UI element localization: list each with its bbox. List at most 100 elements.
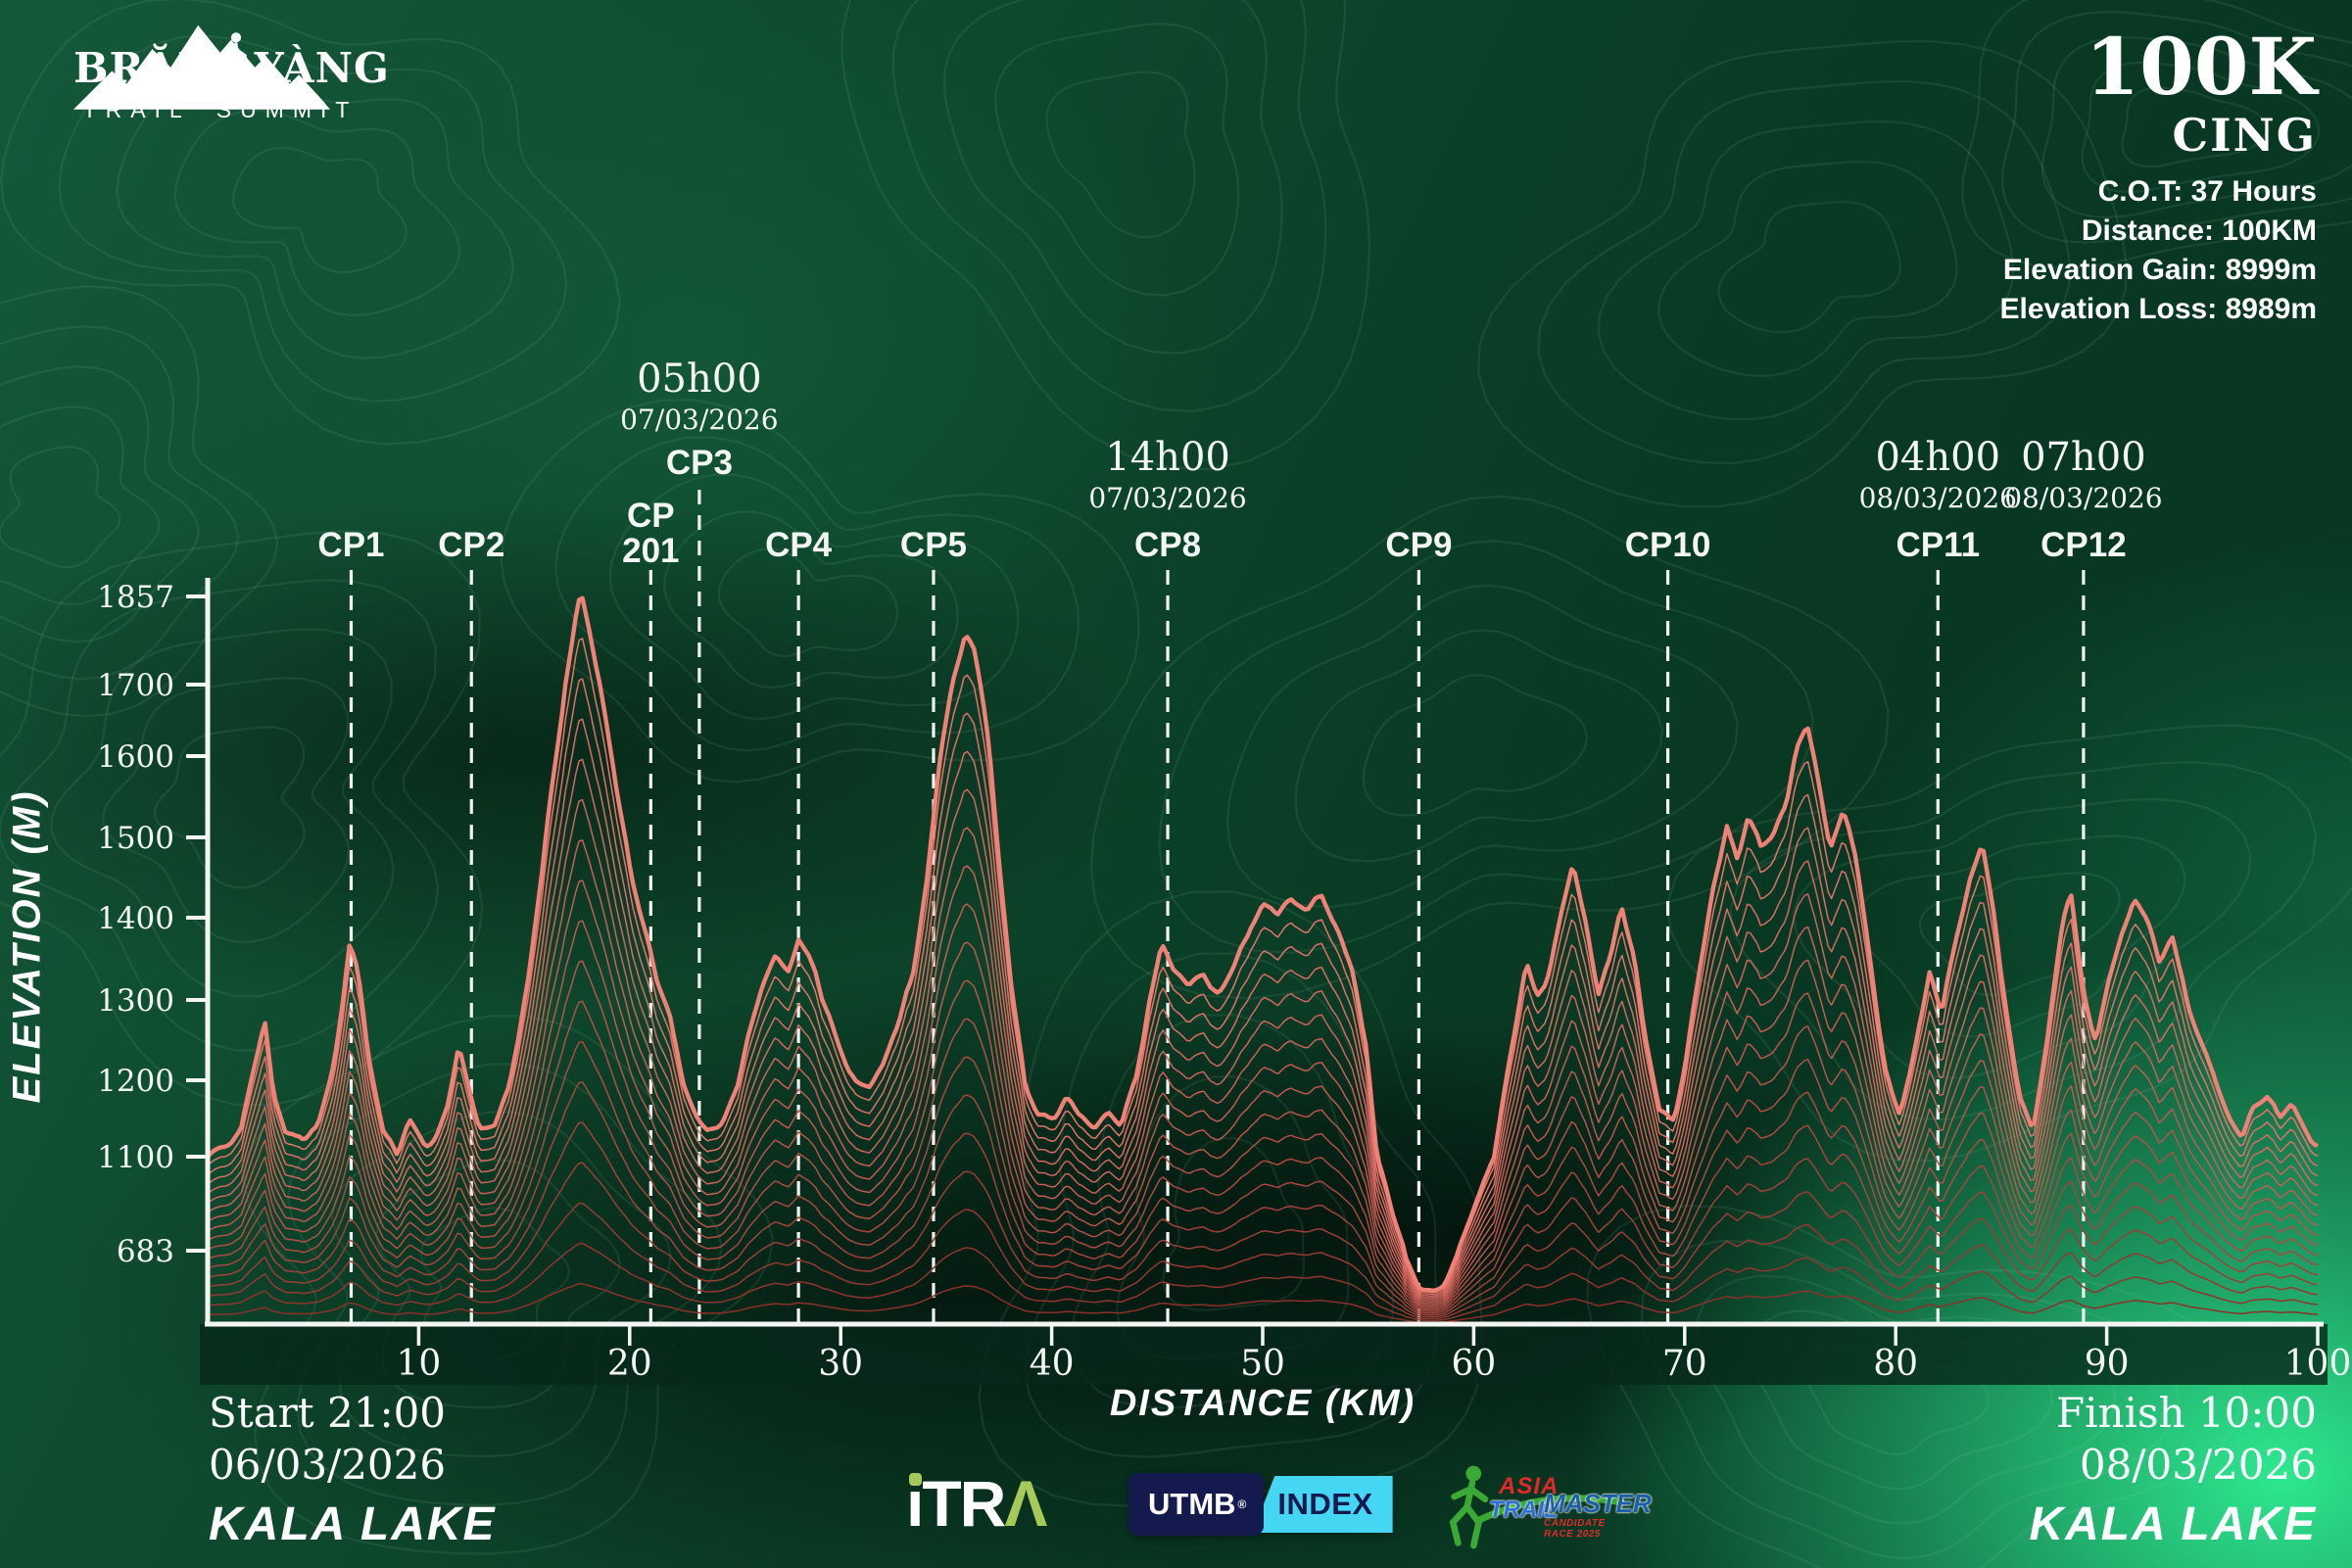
contour-line — [1045, 71, 1196, 239]
event-title: BRĂH YÀNG — [73, 18, 389, 99]
profile-echo-line — [207, 960, 2319, 1308]
profile-echo-line — [207, 879, 2319, 1305]
asia-trail-master-logo: ASIA TRAIL MASTER CANDIDATE RACE 2025 — [1438, 1457, 1652, 1560]
itra-dot-icon — [909, 1473, 922, 1486]
profile-echo-line — [207, 638, 2319, 1294]
x-tick-label: 10 — [396, 1344, 441, 1384]
start-place: KALA LAKE — [209, 1498, 497, 1550]
atm-swoosh-icon — [1477, 1495, 1624, 1524]
y-tick-label: 1200 — [97, 1064, 174, 1099]
y-tick-label: 1400 — [97, 901, 174, 936]
checkpoint-lines — [349, 490, 2086, 1322]
event-title-left: BRĂH — [73, 44, 217, 92]
y-tick-label: 1857 — [97, 580, 174, 615]
checkpoint-date: 07/03/2026 — [1088, 482, 1246, 514]
race-stat-line: Elevation Gain: 8999m — [2002, 254, 2317, 286]
profile-echo-line — [207, 798, 2319, 1302]
atm-master-text: MASTER — [1544, 1489, 1652, 1518]
contour-line — [153, 726, 306, 889]
checkpoint-label: CP10 — [1625, 526, 1711, 564]
contour-line — [331, 1111, 672, 1458]
axes: 683 1100 1200 1300 1400 1500 1600 1700 1857 10 20 3… — [97, 578, 2351, 1384]
contour-line — [608, 473, 1020, 721]
checkpoint-time: 07h00 — [2021, 435, 2146, 480]
atm-trail-text: TRAIL — [1489, 1497, 1559, 1523]
contour-line — [50, 628, 395, 998]
x-tick-label: 40 — [1030, 1344, 1075, 1384]
contour-line — [1695, 1274, 2117, 1525]
checkpoint-label: CP — [627, 497, 675, 535]
checkpoint-date: 07/03/2026 — [620, 404, 778, 436]
event-title-right: YÀNG — [254, 44, 390, 92]
checkpoint-label: 201 — [622, 532, 679, 570]
sponsor-logos: ı TRΛ UTMB ® INDEX ASIA TRAIL MASTER — [0, 1457, 2352, 1560]
contour-line — [0, 530, 484, 1107]
y-tick-label: 1700 — [97, 668, 174, 703]
contour-line — [2081, 61, 2321, 194]
contour-line — [173, 109, 461, 317]
contour-line — [1918, 872, 2122, 997]
checkpoint-label: CP1 — [317, 526, 384, 564]
event-logo: BRĂH YÀNG TRAIL SUMMIT — [73, 18, 389, 123]
contour-line — [1294, 629, 1663, 863]
y-tick-label: 1300 — [97, 983, 174, 1019]
utmb-index-badge: INDEX — [1252, 1476, 1393, 1533]
contour-line — [891, 0, 1327, 413]
contour-line — [0, 0, 621, 446]
contour-line — [1729, 761, 2318, 1121]
y-axis-title: ELEVATION (M) — [5, 789, 49, 1104]
x-tick-label: 100 — [2284, 1344, 2352, 1384]
finish-place: KALA LAKE — [2029, 1498, 2317, 1550]
x-tick-label: 60 — [1451, 1344, 1496, 1384]
profile-echo-line — [207, 1081, 2319, 1314]
start-time: Start 21:00 — [209, 1389, 447, 1437]
contour-line — [1362, 673, 1588, 817]
x-tick-label: 90 — [2085, 1344, 2130, 1384]
x-tick-label: 50 — [1240, 1344, 1285, 1384]
race-stats: C.O.T: 37 Hours Distance: 100KM Elevation … — [2000, 172, 2317, 329]
contour-line — [286, 1063, 723, 1506]
contour-line — [978, 890, 1484, 1507]
contour-line — [554, 436, 1080, 752]
contour-line — [0, 285, 279, 718]
profile-echo-line — [207, 1040, 2319, 1312]
race-info-panel: 100K CING C.O.T: 37 Hours Distance: 100KM… — [2000, 25, 2317, 329]
checkpoint-date: 08/03/2026 — [1859, 482, 2017, 514]
profile-echo-line — [207, 1000, 2319, 1310]
race-distance-title: 100K — [2085, 21, 2317, 113]
atm-runner-icon — [1449, 1465, 1489, 1549]
race-name: CING — [2172, 109, 2317, 162]
y-tick-label: 1500 — [97, 821, 174, 856]
contour-line — [1597, 120, 2015, 421]
checkpoint-label: CP5 — [900, 526, 967, 564]
y-tick-label: 1100 — [97, 1140, 174, 1175]
checkpoint-label: CP4 — [765, 526, 833, 564]
profile-echo-line — [207, 1242, 2319, 1321]
contour-line — [2000, 10, 2352, 244]
profile-echo-line — [207, 1283, 2319, 1323]
checkpoint-label: CP12 — [2040, 526, 2127, 564]
contour-line — [1089, 495, 1890, 1000]
contour-line — [717, 547, 899, 658]
profile-echo-line — [207, 718, 2319, 1298]
finish-date: 08/03/2026 — [2079, 1441, 2317, 1489]
contour-line — [58, 34, 568, 403]
checkpoint-time: 04h00 — [1875, 435, 2000, 480]
utmb-badge: UTMB ® — [1128, 1473, 1265, 1536]
contour-line — [0, 405, 161, 606]
contour-line — [1586, 1204, 2243, 1568]
contour-line — [1717, 201, 1901, 334]
contour-line — [942, 0, 1283, 355]
contour-line — [663, 510, 959, 689]
start-date: 06/03/2026 — [209, 1441, 447, 1489]
runner-icon — [221, 32, 252, 99]
contour-line — [1657, 161, 1958, 377]
itra-lambda: Λ — [1004, 1467, 1047, 1540]
contour-line — [0, 365, 200, 643]
contour-line — [0, 579, 440, 1052]
x-axis-title: DISTANCE (KM) — [1109, 1383, 1416, 1424]
utmb-index-logo: UTMB ® INDEX — [1128, 1473, 1393, 1536]
